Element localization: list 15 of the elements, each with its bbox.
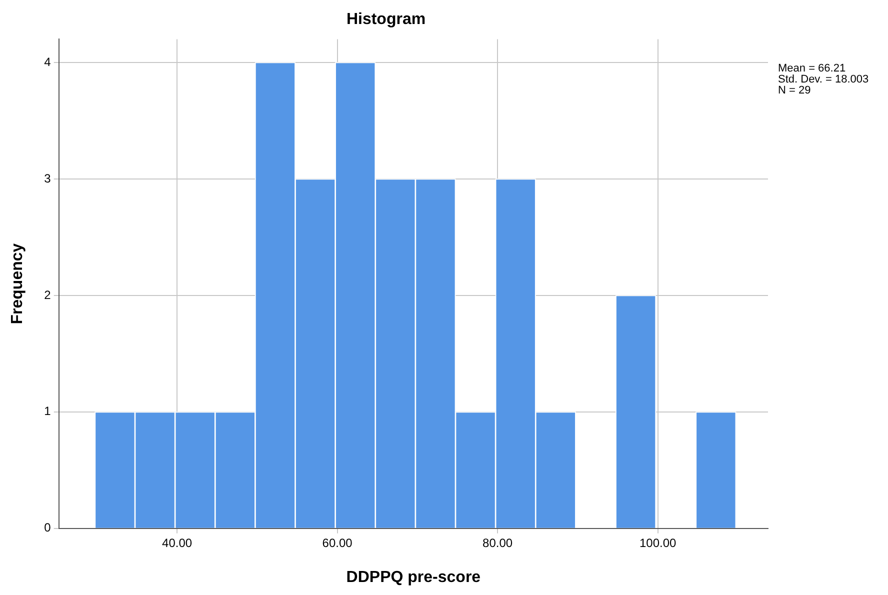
y-tick-label: 4 [44,54,52,69]
y-tick-label: 1 [44,404,52,418]
x-axis-title: DDPPQ pre-score [346,568,481,586]
x-tick-label: 60.00 [322,536,353,550]
y-tick-label: 3 [44,171,52,186]
x-tick-label: 40.00 [162,536,192,550]
x-tick-label: 100.00 [639,536,677,550]
text: Mean = 66.21 [778,62,846,75]
y-axis-title: Frequency [9,243,26,324]
text: N = 29 [778,84,811,97]
y-tick-label: 2 [44,288,52,302]
chart-title: Histogram [346,11,426,28]
x-tick-label: 80.00 [482,536,513,550]
text: Std. Dev. = 18.003 [778,74,869,86]
y-tick-label: 0 [44,520,52,535]
